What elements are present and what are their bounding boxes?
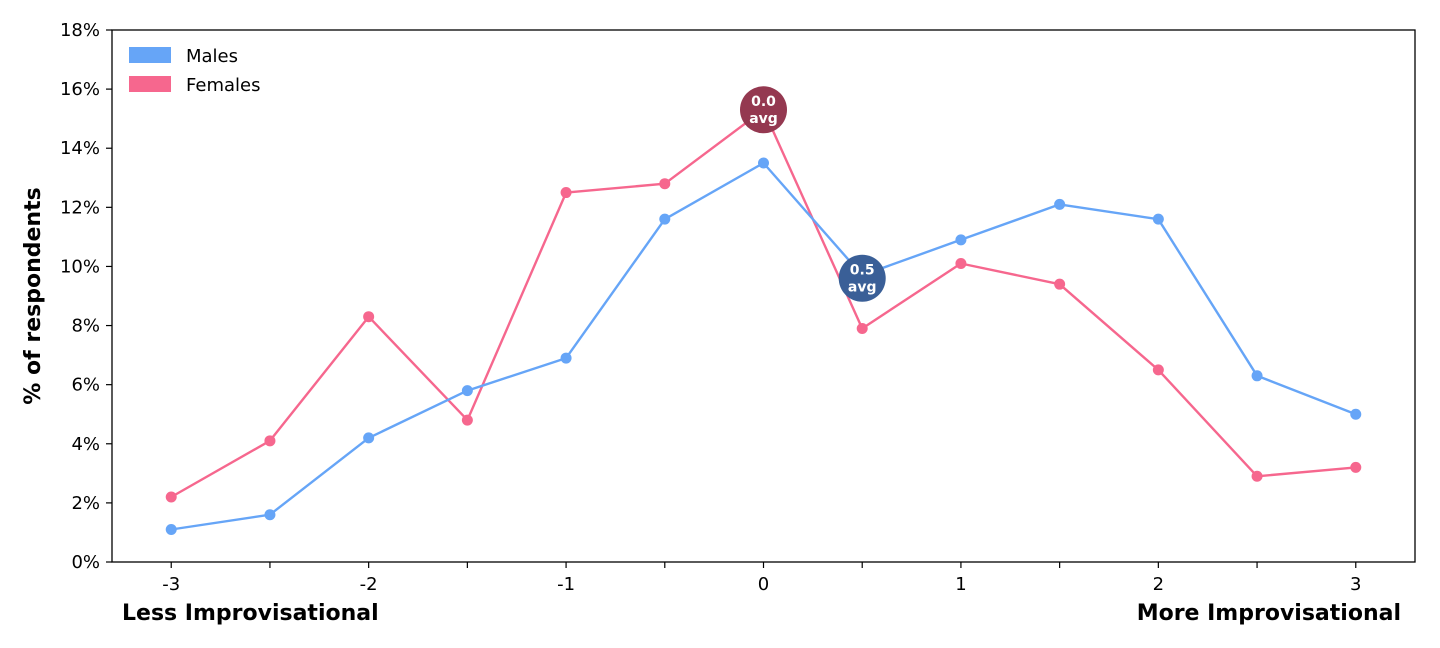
x-tick-label: 2 <box>1153 574 1164 595</box>
avg-badge-circle <box>740 86 787 134</box>
data-point-females <box>1350 461 1362 473</box>
data-point-males <box>1152 213 1164 225</box>
avg-badge-label: avg <box>848 279 877 295</box>
avg-badge-value: 0.5 <box>850 262 875 278</box>
data-point-females <box>461 414 473 426</box>
y-tick-label: 18% <box>60 20 100 41</box>
x-tick-label: 0 <box>758 574 769 595</box>
x-tick-label: 1 <box>955 574 966 595</box>
y-tick-label: 0% <box>71 552 100 573</box>
y-tick-label: 8% <box>71 316 100 337</box>
data-point-females <box>1054 278 1066 290</box>
legend-swatch-males <box>129 47 171 63</box>
y-tick-label: 12% <box>60 197 100 218</box>
data-point-females <box>1152 364 1164 376</box>
plot-frame <box>111 29 1416 563</box>
data-point-females <box>659 178 671 190</box>
data-point-females <box>264 435 276 447</box>
avg-badge-label: avg <box>749 111 778 127</box>
legend-label-males: Males <box>186 46 238 67</box>
y-tick-label: 6% <box>71 375 100 396</box>
data-point-females <box>165 491 177 503</box>
y-tick-label: 16% <box>60 79 100 100</box>
legend: Males Females <box>129 46 260 96</box>
data-point-males <box>1350 408 1362 420</box>
x-tick-label: -2 <box>360 574 378 595</box>
series-line-males <box>171 161 1357 531</box>
data-point-females <box>1251 470 1263 482</box>
data-point-males <box>659 213 671 225</box>
data-point-females <box>560 187 572 199</box>
y-tick-label: 4% <box>71 434 100 455</box>
y-axis-title: % of respondents <box>21 187 46 404</box>
y-tick-label: 10% <box>60 256 100 277</box>
avg-badge-circle <box>838 254 886 302</box>
y-tick-label: 2% <box>71 493 100 514</box>
x-tick-label: -3 <box>162 574 180 595</box>
avg-badge-value: 0.0 <box>751 94 776 110</box>
data-point-females <box>955 257 967 269</box>
data-point-females <box>363 311 375 323</box>
axis-ticks: 0% 2% 4% 6% 8% 10% 12% 14% 16% 18% -3 -2 -1 0 1 2 3 <box>60 20 1362 595</box>
data-point-males <box>758 157 769 169</box>
data-point-females <box>856 323 868 335</box>
legend-swatch-females <box>129 76 171 92</box>
data-point-males <box>363 432 375 444</box>
data-point-males <box>264 509 276 521</box>
data-point-males <box>560 352 572 364</box>
data-point-males <box>1054 198 1066 210</box>
data-point-males <box>955 234 967 246</box>
data-point-males <box>1251 370 1263 382</box>
series-layer <box>165 104 1362 535</box>
legend-label-females: Females <box>186 75 260 96</box>
x-left-label: Less Improvisational <box>122 601 379 626</box>
x-tick-label: -1 <box>557 574 575 595</box>
data-point-males <box>165 523 177 535</box>
x-right-label: More Improvisational <box>1137 601 1401 626</box>
y-tick-label: 14% <box>60 138 100 159</box>
data-point-males <box>461 385 473 397</box>
x-tick-label: 3 <box>1350 574 1361 595</box>
